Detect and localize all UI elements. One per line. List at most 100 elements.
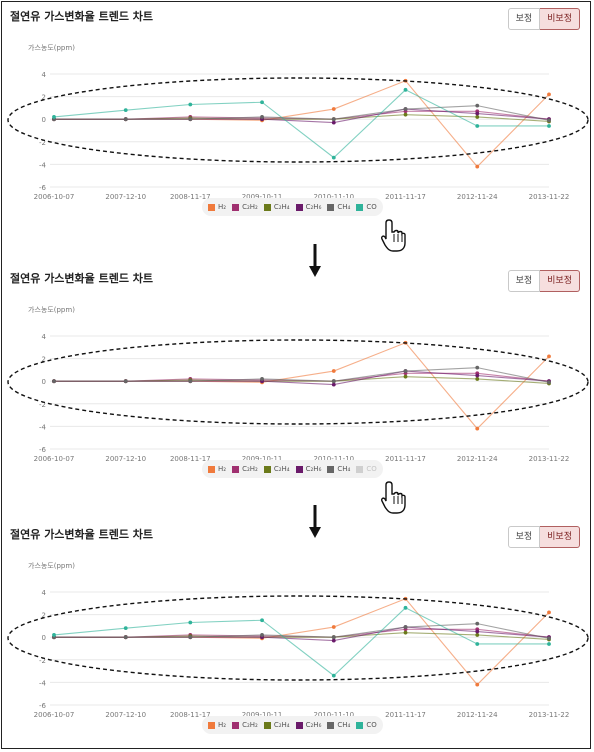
data-point[interactable] bbox=[547, 636, 551, 641]
data-point[interactable] bbox=[547, 124, 551, 128]
data-point[interactable] bbox=[475, 115, 480, 119]
data-point[interactable] bbox=[260, 115, 264, 119]
legend-swatch bbox=[356, 465, 364, 473]
data-point[interactable] bbox=[475, 365, 480, 370]
data-point[interactable] bbox=[331, 369, 336, 373]
y-axis-label: 가스농도(ppm) bbox=[28, 43, 75, 52]
legend-swatch bbox=[327, 203, 335, 211]
y-tick-label: -2 bbox=[39, 657, 46, 665]
legend-item[interactable]: C₂H₄ bbox=[263, 203, 290, 211]
data-point[interactable] bbox=[403, 605, 408, 610]
legend-item[interactable]: C₂H₂ bbox=[232, 721, 258, 729]
data-point[interactable] bbox=[188, 102, 193, 107]
data-point[interactable] bbox=[331, 379, 336, 384]
data-point[interactable] bbox=[547, 642, 551, 646]
data-point[interactable] bbox=[475, 642, 480, 646]
data-point[interactable] bbox=[123, 108, 128, 113]
uncorrected-button[interactable]: 비보정 bbox=[540, 8, 580, 30]
legend-swatch bbox=[208, 203, 215, 211]
data-point[interactable] bbox=[475, 103, 480, 108]
data-point[interactable] bbox=[403, 630, 408, 635]
data-point[interactable] bbox=[123, 117, 128, 122]
data-point[interactable] bbox=[403, 107, 408, 111]
x-tick-label: 2012-11-24 bbox=[457, 193, 498, 201]
data-point[interactable] bbox=[331, 120, 336, 125]
data-point[interactable] bbox=[475, 621, 480, 626]
data-point[interactable] bbox=[123, 379, 128, 384]
legend-item[interactable]: CO bbox=[356, 465, 377, 473]
data-point[interactable] bbox=[52, 379, 56, 384]
data-point[interactable] bbox=[188, 117, 193, 122]
legend-item[interactable]: H₂ bbox=[208, 465, 226, 473]
data-point[interactable] bbox=[475, 426, 480, 431]
chart-legend: H₂ C₂H₂ C₂H₄ C₂H₆ CH₄ CO bbox=[202, 198, 383, 216]
corrected-button[interactable]: 보정 bbox=[507, 8, 541, 30]
data-point[interactable] bbox=[331, 382, 336, 387]
data-point[interactable] bbox=[188, 635, 193, 640]
data-point[interactable] bbox=[475, 633, 480, 637]
data-point[interactable] bbox=[475, 373, 480, 378]
y-tick-label: -6 bbox=[39, 184, 47, 192]
data-point[interactable] bbox=[547, 380, 551, 385]
data-point[interactable] bbox=[475, 682, 480, 687]
data-point[interactable] bbox=[123, 626, 128, 631]
x-tick-label: 2013-11-22 bbox=[529, 711, 570, 719]
legend-item[interactable]: H₂ bbox=[208, 203, 226, 211]
data-point[interactable] bbox=[52, 115, 56, 119]
data-point[interactable] bbox=[475, 124, 480, 128]
legend-item[interactable]: CH₄ bbox=[327, 721, 350, 729]
uncorrected-button[interactable]: 비보정 bbox=[540, 526, 580, 548]
data-point[interactable] bbox=[475, 111, 480, 116]
legend-item[interactable]: C₂H₆ bbox=[295, 721, 321, 729]
data-point[interactable] bbox=[403, 374, 408, 379]
legend-item[interactable]: CO bbox=[356, 721, 377, 729]
data-point[interactable] bbox=[475, 377, 480, 381]
legend-swatch bbox=[232, 465, 240, 473]
chart-panel: 절연유 가스변화율 트렌드 차트 보정 비보정 가스농도(ppm) 4 2 0 -2 -4 -6 2… bbox=[2, 520, 594, 740]
data-point[interactable] bbox=[403, 625, 408, 629]
corrected-button[interactable]: 보정 bbox=[507, 270, 541, 292]
data-point[interactable] bbox=[260, 633, 264, 637]
data-point[interactable] bbox=[331, 117, 336, 122]
data-point[interactable] bbox=[403, 112, 408, 117]
data-point[interactable] bbox=[547, 354, 551, 359]
data-point[interactable] bbox=[331, 635, 336, 640]
data-point[interactable] bbox=[403, 87, 408, 92]
legend-item[interactable]: C₂H₄ bbox=[263, 721, 290, 729]
data-point[interactable] bbox=[188, 620, 193, 625]
data-point[interactable] bbox=[260, 618, 264, 623]
y-tick-label: 0 bbox=[42, 116, 46, 124]
legend-item[interactable]: H₂ bbox=[208, 721, 226, 729]
data-point[interactable] bbox=[403, 369, 408, 373]
data-point[interactable] bbox=[331, 155, 336, 160]
data-point[interactable] bbox=[547, 610, 551, 615]
legend-item[interactable]: C₂H₄ bbox=[263, 465, 290, 473]
legend-item[interactable]: C₂H₂ bbox=[232, 465, 258, 473]
data-point[interactable] bbox=[123, 635, 128, 640]
data-point[interactable] bbox=[331, 107, 336, 111]
legend-item[interactable]: CH₄ bbox=[327, 203, 350, 211]
data-point[interactable] bbox=[52, 633, 56, 637]
data-point[interactable] bbox=[188, 379, 193, 384]
data-point[interactable] bbox=[260, 100, 264, 105]
data-point[interactable] bbox=[331, 638, 336, 643]
legend-item[interactable]: CO bbox=[356, 203, 377, 211]
legend-label: C₂H₂ bbox=[242, 465, 258, 473]
x-tick-label: 2010-11-10 bbox=[313, 711, 354, 719]
data-point[interactable] bbox=[260, 377, 264, 381]
y-tick-label: -4 bbox=[39, 423, 47, 431]
data-point[interactable] bbox=[547, 118, 551, 123]
data-point[interactable] bbox=[331, 673, 336, 678]
legend-item[interactable]: C₂H₂ bbox=[232, 203, 258, 211]
data-point[interactable] bbox=[331, 625, 336, 629]
data-point[interactable] bbox=[475, 629, 480, 634]
series-line bbox=[54, 623, 550, 639]
legend-item[interactable]: C₂H₆ bbox=[295, 465, 321, 473]
uncorrected-button[interactable]: 비보정 bbox=[540, 270, 580, 292]
data-point[interactable] bbox=[475, 164, 480, 169]
legend-item[interactable]: C₂H₆ bbox=[295, 203, 321, 211]
data-point[interactable] bbox=[547, 92, 551, 97]
corrected-button[interactable]: 보정 bbox=[507, 526, 541, 548]
legend-item[interactable]: CH₄ bbox=[327, 465, 350, 473]
